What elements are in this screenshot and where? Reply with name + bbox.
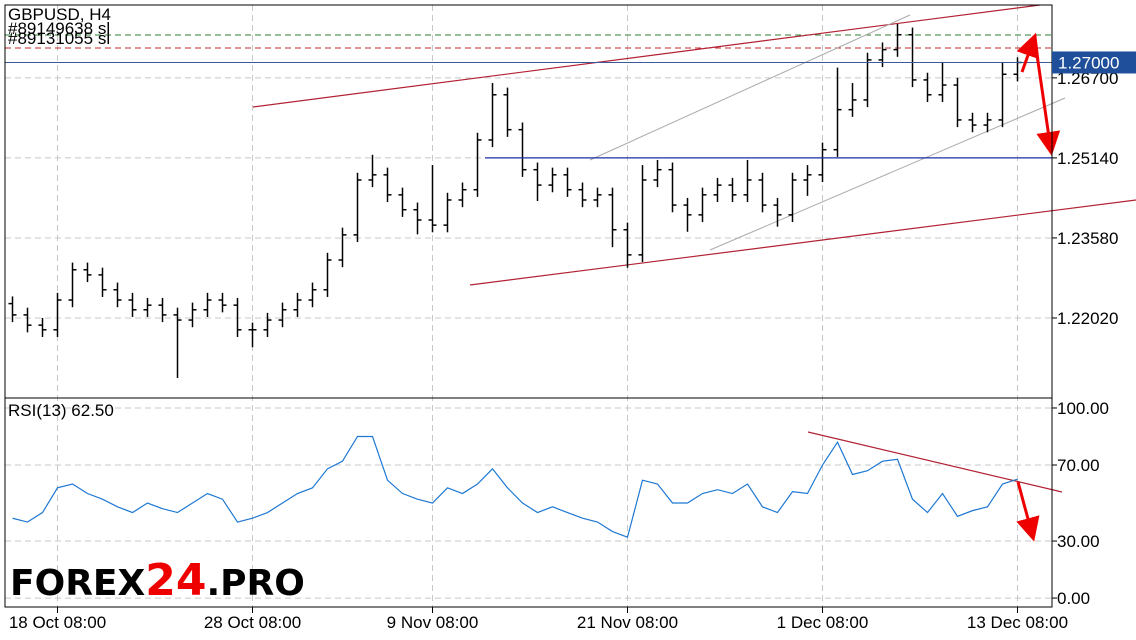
y-tick-label: 1.22020 bbox=[1057, 309, 1118, 328]
y-tick-label: 100.00 bbox=[1057, 399, 1109, 418]
x-tick-label: 28 Oct 08:00 bbox=[204, 613, 301, 632]
trend-line bbox=[252, 4, 1041, 108]
rsi-title: RSI(13) 62.50 bbox=[8, 401, 114, 420]
x-tick-label: 18 Oct 08:00 bbox=[9, 613, 106, 632]
y-tick-label: 1.25140 bbox=[1057, 149, 1118, 168]
logo-part: 24 bbox=[145, 555, 206, 606]
x-tick-label: 21 Nov 08:00 bbox=[577, 613, 678, 632]
last-price-box bbox=[1052, 51, 1136, 74]
arrow bbox=[1034, 47, 1061, 156]
y-tick-label: 1.23580 bbox=[1057, 229, 1118, 248]
chart-title: GBPUSD, H4 bbox=[8, 5, 111, 24]
order-label: #89149638 sl bbox=[8, 19, 110, 38]
channel-line bbox=[589, 14, 911, 161]
y-tick-label: 30.00 bbox=[1057, 532, 1100, 551]
logo-part: .PRO bbox=[207, 563, 305, 604]
y-tick-label: 1.26700 bbox=[1057, 69, 1118, 88]
logo-part: FOREX bbox=[10, 563, 146, 604]
x-tick-label: 13 Dec 08:00 bbox=[967, 613, 1068, 632]
arrow bbox=[1016, 481, 1040, 542]
channel-line bbox=[709, 97, 1066, 251]
arrow bbox=[1016, 32, 1040, 73]
order-label: #89131055 sl bbox=[8, 29, 110, 48]
x-tick-label: 9 Nov 08:00 bbox=[387, 613, 479, 632]
trend-line bbox=[469, 199, 1136, 286]
frame bbox=[4, 4, 1053, 608]
logo: FOREX24.PRO bbox=[10, 555, 305, 606]
y-tick-label: 70.00 bbox=[1057, 456, 1100, 475]
x-tick-label: 1 Dec 08:00 bbox=[777, 613, 869, 632]
rsi-trend-line bbox=[807, 431, 1063, 493]
y-tick-label: 0.00 bbox=[1057, 589, 1090, 608]
last-price-label: 1.27000 bbox=[1058, 53, 1119, 72]
rsi-line bbox=[12, 435, 1018, 539]
